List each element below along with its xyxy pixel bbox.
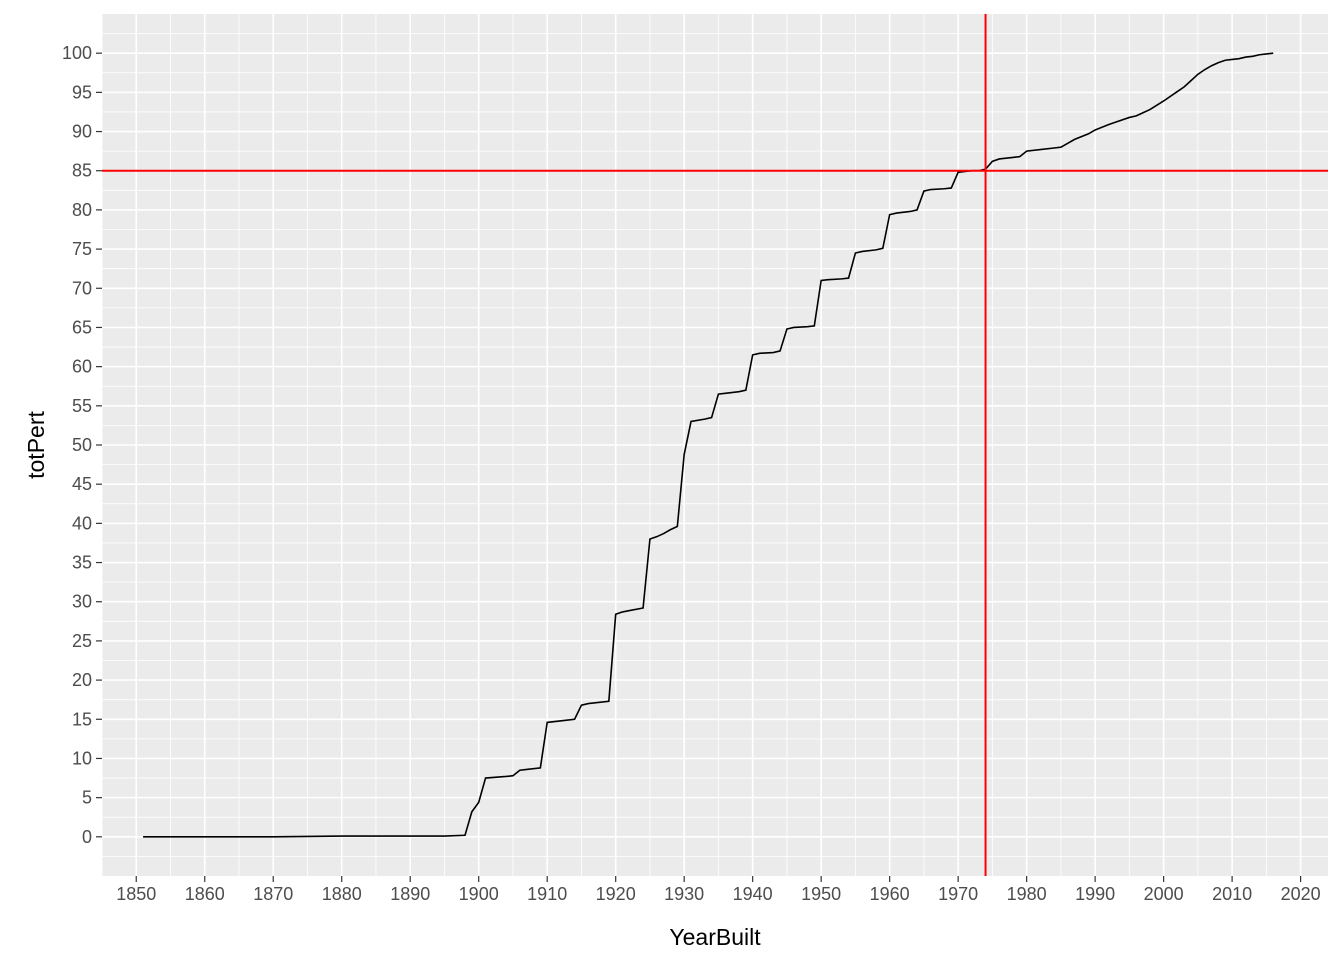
x-tick-label: 1930 — [664, 884, 704, 904]
y-tick-label: 20 — [72, 670, 92, 690]
x-tick-label: 1960 — [870, 884, 910, 904]
y-tick-label: 30 — [72, 592, 92, 612]
x-tick-label: 1980 — [1007, 884, 1047, 904]
y-tick-label: 50 — [72, 435, 92, 455]
x-tick-label: 1970 — [938, 884, 978, 904]
x-tick-label: 1920 — [596, 884, 636, 904]
x-tick-label: 2000 — [1144, 884, 1184, 904]
y-tick-label: 10 — [72, 748, 92, 768]
x-tick-label: 1900 — [459, 884, 499, 904]
y-tick-label: 90 — [72, 122, 92, 142]
y-tick-label: 75 — [72, 239, 92, 259]
y-tick-label: 95 — [72, 82, 92, 102]
y-tick-label: 0 — [82, 827, 92, 847]
x-tick-label: 1880 — [322, 884, 362, 904]
x-tick-label: 1870 — [253, 884, 293, 904]
y-tick-label: 35 — [72, 553, 92, 573]
x-tick-label: 1940 — [733, 884, 773, 904]
x-tick-label: 1850 — [116, 884, 156, 904]
x-tick-label: 1990 — [1075, 884, 1115, 904]
y-tick-label: 65 — [72, 317, 92, 337]
y-axis-title: totPert — [23, 411, 49, 479]
y-tick-label: 85 — [72, 161, 92, 181]
y-tick-label: 40 — [72, 513, 92, 533]
x-tick-label: 2020 — [1281, 884, 1321, 904]
x-tick-label: 1910 — [527, 884, 567, 904]
x-tick-label: 2010 — [1212, 884, 1252, 904]
x-tick-label: 1890 — [390, 884, 430, 904]
series-line — [143, 52, 1274, 838]
y-tick-label: 100 — [62, 43, 92, 63]
y-tick-label: 70 — [72, 278, 92, 298]
y-tick-label: 15 — [72, 709, 92, 729]
y-tick-label: 55 — [72, 396, 92, 416]
y-tick-label: 25 — [72, 631, 92, 651]
x-axis-title: YearBuilt — [669, 924, 761, 950]
x-axis-ticks: 1850 1860 1870 1880 1890 1900 1910 1920 1930 1940… — [116, 876, 1321, 904]
y-tick-label: 60 — [72, 357, 92, 377]
y-axis-ticks: 0 5 10 15 20 25 30 35 40 45 50 55 60 65 70 75 80 85 90 95 10… — [62, 43, 102, 847]
y-tick-label: 45 — [72, 474, 92, 494]
y-tick-label: 80 — [72, 200, 92, 220]
y-tick-label: 5 — [82, 788, 92, 808]
x-tick-label: 1860 — [185, 884, 225, 904]
x-tick-label: 1950 — [801, 884, 841, 904]
